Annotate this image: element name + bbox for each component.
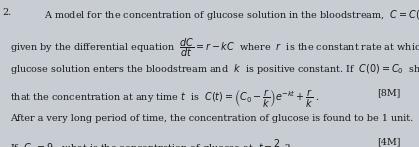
Text: glucose solution enters the bloodstream and  $k$  is positive constant. If  $C(0: glucose solution enters the bloodstream … bbox=[10, 62, 419, 76]
Text: A model for the concentration of glucose solution in the bloodstream,  $C = C(t): A model for the concentration of glucose… bbox=[44, 8, 419, 22]
Text: [8M]: [8M] bbox=[377, 88, 400, 97]
Text: given by the differential equation  $\dfrac{dC}{dt} = r - kC$  where  $r$  is th: given by the differential equation $\dfr… bbox=[10, 36, 419, 59]
Text: After a very long period of time, the concentration of glucose is found to be 1 : After a very long period of time, the co… bbox=[10, 114, 414, 123]
Text: If  $C_0 = 9$ , what is the concentration of glucose at  $t = \dfrac{2}{k}$ ?: If $C_0 = 9$ , what is the concentration… bbox=[10, 137, 291, 147]
Text: that the concentration at any time $t$  is  $C(t) = \left(C_0 - \dfrac{r}{k}\rig: that the concentration at any time $t$ i… bbox=[10, 88, 320, 110]
Text: 2.: 2. bbox=[2, 8, 11, 17]
Text: [4M]: [4M] bbox=[377, 137, 400, 146]
